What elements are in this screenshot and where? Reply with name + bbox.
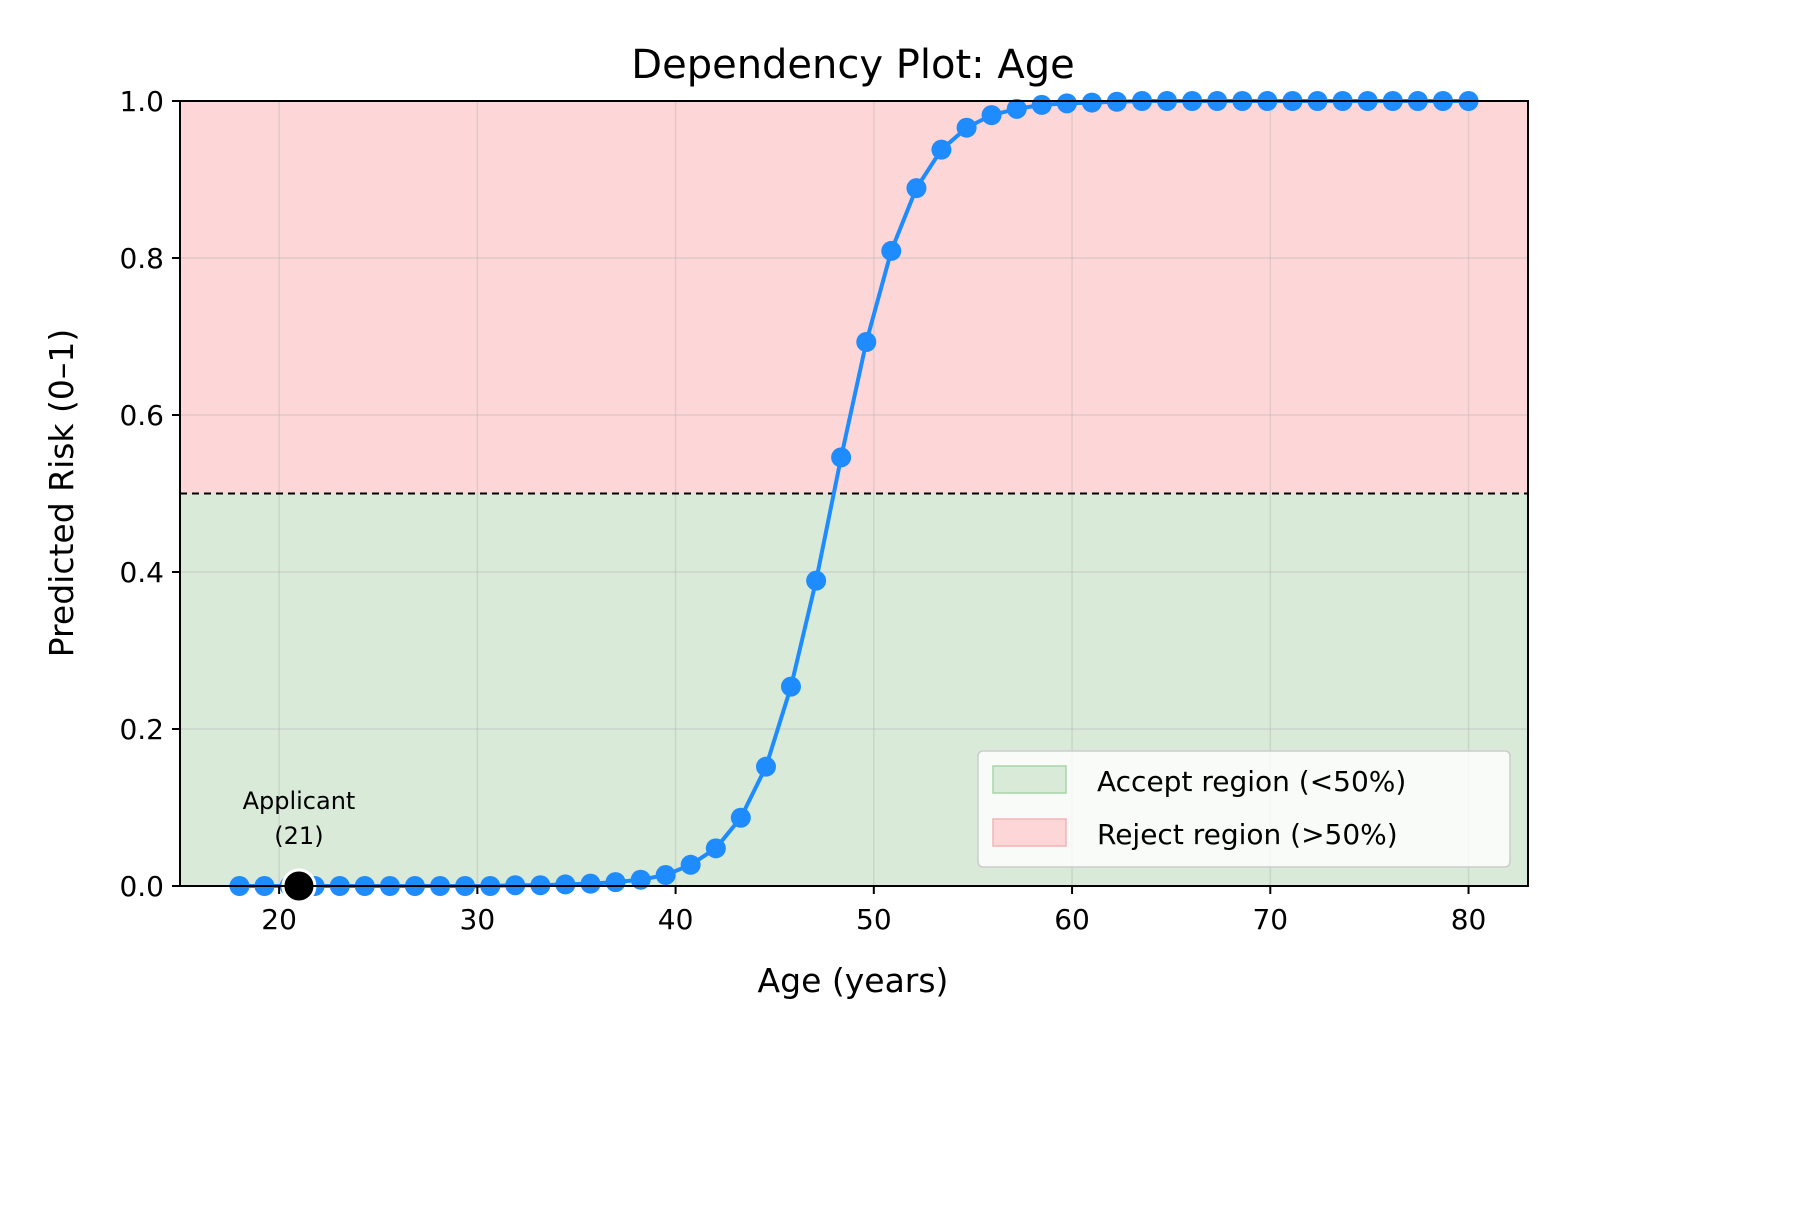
data-point	[730, 807, 751, 828]
data-point	[555, 874, 576, 895]
data-point	[931, 139, 952, 160]
applicant-label-line1: Applicant	[243, 787, 356, 815]
y-tick-label: 0.0	[119, 870, 164, 903]
x-tick-label: 50	[856, 903, 892, 936]
x-tick-label: 70	[1252, 903, 1288, 936]
data-point	[856, 331, 877, 352]
data-point	[680, 854, 701, 875]
ticks-layer: 20 30 40 50 60 70 80 0.0 0.2 0.4 0.6 0.8 1.0	[119, 85, 1486, 936]
x-axis-label: Age (years)	[758, 961, 949, 1000]
region-reject	[180, 101, 1528, 494]
data-point	[705, 838, 726, 859]
x-tick-label: 20	[261, 903, 297, 936]
y-tick-label: 0.2	[119, 713, 164, 746]
data-point	[655, 865, 676, 886]
data-point	[806, 570, 827, 591]
data-point	[981, 105, 1002, 126]
data-point	[881, 240, 902, 261]
plot-frame	[179, 100, 1529, 887]
chart-title: Dependency Plot: Age	[631, 42, 1074, 88]
legend: Accept region (<50%) Reject region (>50%…	[977, 750, 1511, 868]
data-point	[956, 117, 977, 138]
x-tick-label: 30	[460, 903, 496, 936]
data-point	[1081, 92, 1102, 113]
data-point	[906, 178, 927, 199]
applicant-label-line2: (21)	[274, 822, 323, 850]
y-tick-label: 0.8	[119, 242, 164, 275]
legend-box	[977, 750, 1511, 868]
data-point	[630, 869, 651, 890]
data-point	[605, 872, 626, 893]
x-tick-label: 40	[658, 903, 694, 936]
data-point	[780, 676, 801, 697]
data-point	[1006, 98, 1027, 119]
legend-label-accept: Accept region (<50%)	[1097, 765, 1406, 798]
data-point	[831, 447, 852, 468]
regions-layer	[180, 101, 1528, 886]
data-point	[1056, 93, 1077, 114]
x-tick-label: 80	[1451, 903, 1487, 936]
legend-swatch-accept	[992, 765, 1067, 794]
data-point	[580, 873, 601, 894]
x-tick-label: 60	[1054, 903, 1090, 936]
y-tick-label: 0.6	[119, 399, 164, 432]
y-axis-label: Predicted Risk (0–1)	[42, 329, 81, 658]
y-tick-label: 1.0	[119, 85, 164, 118]
legend-swatch-reject	[992, 818, 1067, 847]
data-point	[755, 756, 776, 777]
legend-label-reject: Reject region (>50%)	[1097, 818, 1398, 851]
data-point	[1031, 94, 1052, 115]
y-tick-label: 0.4	[119, 556, 164, 589]
applicant-layer: Applicant (21)	[243, 787, 356, 904]
